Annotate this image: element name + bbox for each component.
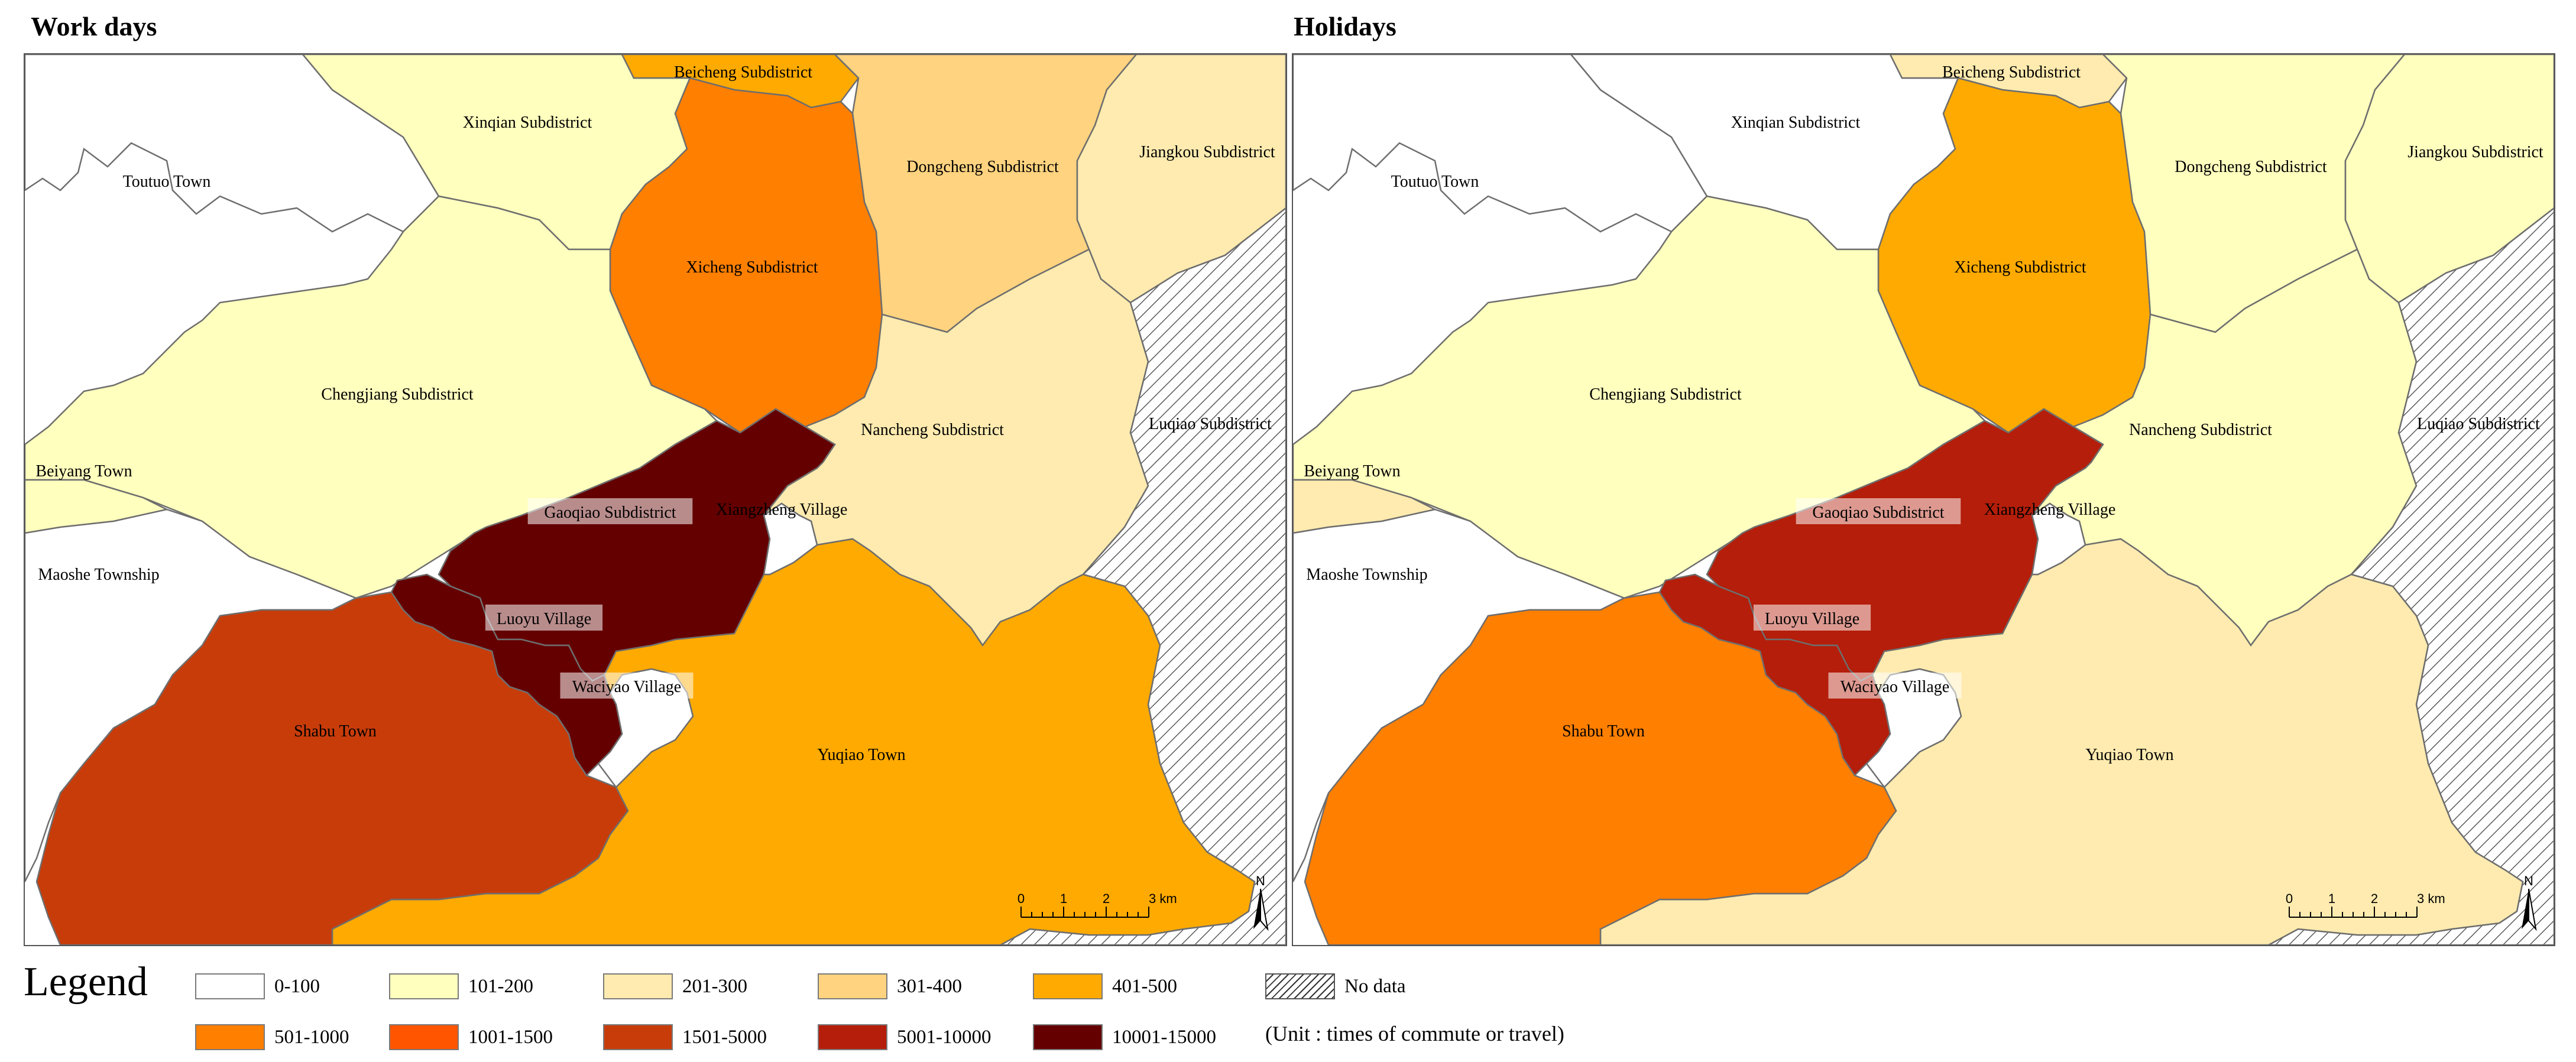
north-arrow-label: N: [1256, 873, 1265, 888]
scale-bar-tick-label: 2: [2371, 891, 2378, 906]
scale-bar-tick-label: 2: [1103, 891, 1110, 906]
place-label-beicheng: Beicheng Subdistrict: [1942, 63, 2081, 82]
place-label-jiangkou: Jiangkou Subdistrict: [1139, 143, 1275, 161]
place-label-toutuo: Toutuo Town: [123, 173, 211, 191]
legend-item: 501-1000: [195, 1024, 349, 1050]
label-box: [527, 498, 693, 524]
legend-label: 101-200: [468, 975, 533, 997]
legend-item: 10001-15000: [1033, 1024, 1216, 1050]
place-label-xinqian: Xinqian Subdistrict: [463, 113, 592, 132]
place-label-xiangzheng: Xiangzheng Village: [716, 501, 848, 519]
map-svg-workdays: Toutuo Town Xinqian Subdistrict Beicheng S…: [25, 54, 1286, 945]
legend-swatch: [195, 973, 265, 999]
legend-label: 301-400: [897, 975, 962, 997]
label-box: [485, 605, 603, 631]
legend-swatch: [1033, 1024, 1103, 1050]
scale-bar: 0 1 2 3 km: [2286, 891, 2445, 918]
label-box: [560, 673, 694, 699]
legend-title: Legend: [24, 959, 148, 1005]
legend-item: 101-200: [389, 973, 533, 999]
unit-note: (Unit : times of commute or travel): [1265, 1022, 1564, 1045]
map-svg-holidays: Toutuo Town Xinqian Subdistrict Beicheng S…: [1293, 54, 2554, 945]
legend-label: 501-1000: [274, 1026, 349, 1048]
place-label-nancheng: Nancheng Subdistrict: [2129, 421, 2272, 439]
region-xiangzheng[interactable]: [763, 502, 818, 576]
place-label-xinqian: Xinqian Subdistrict: [1731, 113, 1861, 132]
legend-item: 5001-10000: [818, 1024, 991, 1050]
panel-title-holidays: Holidays: [1294, 11, 1396, 41]
place-label-beiyang: Beiyang Town: [35, 462, 132, 480]
place-label-luqiao: Luqiao Subdistrict: [2417, 415, 2540, 433]
place-label-waciyao: Waciyao Village: [572, 678, 681, 696]
north-arrow-icon: N: [1253, 873, 1269, 931]
map-holidays[interactable]: Toutuo Town Xinqian Subdistrict Beicheng S…: [1292, 53, 2555, 946]
scale-bar: 0 1 2 3 km: [1018, 891, 1177, 918]
north-arrow-icon: N: [2522, 873, 2537, 931]
legend-item: 0-100: [195, 973, 320, 999]
place-label-beiyang: Beiyang Town: [1304, 462, 1400, 480]
legend-label: 0-100: [274, 975, 320, 997]
legend-label: 401-500: [1112, 975, 1177, 997]
scale-bar-tick-label: 0: [2286, 891, 2293, 906]
legend-label: No data: [1344, 975, 1406, 997]
place-label-xicheng: Xicheng Subdistrict: [686, 258, 818, 277]
legend-label: 5001-10000: [897, 1026, 991, 1048]
place-label-yuqiao: Yuqiao Town: [817, 746, 905, 764]
north-arrow-label: N: [2524, 873, 2533, 888]
place-label-waciyao: Waciyao Village: [1841, 678, 1949, 696]
legend-swatch: [603, 973, 673, 999]
legend-label: 201-300: [682, 975, 747, 997]
no-data-hatch-icon: [1265, 973, 1335, 999]
place-label-nancheng: Nancheng Subdistrict: [861, 421, 1004, 439]
scale-bar-tick-label: 1: [1060, 891, 1067, 906]
place-label-xicheng: Xicheng Subdistrict: [1954, 258, 2086, 277]
place-label-luqiao: Luqiao Subdistrict: [1149, 415, 1272, 433]
legend-item: 1001-1500: [389, 1024, 553, 1050]
place-label-chengjiang: Chengjiang Subdistrict: [1589, 385, 1742, 404]
place-label-toutuo: Toutuo Town: [1391, 173, 1479, 191]
place-label-xiangzheng: Xiangzheng Village: [1984, 501, 2116, 519]
place-label-dongcheng: Dongcheng Subdistrict: [906, 158, 1059, 176]
legend-label: 1501-5000: [682, 1026, 767, 1048]
legend-swatch: [389, 1024, 459, 1050]
place-label-shabu: Shabu Town: [1562, 722, 1645, 741]
label-box: [1828, 673, 1962, 699]
region-xiangzheng[interactable]: [2031, 502, 2086, 576]
place-label-gaoqiao: Gaoqiao Subdistrict: [544, 504, 676, 522]
legend-item-no-data: No data: [1265, 973, 1406, 999]
legend-item: 301-400: [818, 973, 962, 999]
legend-item: 201-300: [603, 973, 747, 999]
legend-swatch: [1033, 973, 1103, 999]
map-workdays[interactable]: Toutuo Town Xinqian Subdistrict Beicheng S…: [24, 53, 1287, 946]
label-box: [1796, 498, 1961, 524]
region-luoyu[interactable]: [390, 573, 623, 777]
place-label-maoshe: Maoshe Township: [1306, 566, 1427, 584]
place-label-yuqiao: Yuqiao Town: [2085, 746, 2173, 764]
place-label-beicheng: Beicheng Subdistrict: [674, 63, 812, 82]
place-label-jiangkou: Jiangkou Subdistrict: [2407, 143, 2543, 161]
place-label-gaoqiao: Gaoqiao Subdistrict: [1812, 504, 1944, 522]
legend-label: 10001-15000: [1112, 1026, 1216, 1048]
region-luoyu[interactable]: [1658, 573, 1891, 777]
scale-bar-tick-label: 3 km: [1149, 891, 1177, 906]
scale-bar-tick-label: 0: [1018, 891, 1025, 906]
legend-label: 1001-1500: [468, 1026, 553, 1048]
place-label-maoshe: Maoshe Township: [38, 566, 159, 584]
legend-swatch: [389, 973, 459, 999]
place-label-dongcheng: Dongcheng Subdistrict: [2175, 158, 2327, 176]
scale-bar-tick-label: 1: [2328, 891, 2335, 906]
place-label-luoyu: Luoyu Village: [1765, 610, 1859, 628]
scale-bar-tick-label: 3 km: [2417, 891, 2445, 906]
legend-swatch: [818, 973, 887, 999]
place-label-luoyu: Luoyu Village: [497, 610, 591, 628]
label-box: [1753, 605, 1871, 631]
legend-item: 401-500: [1033, 973, 1177, 999]
legend-swatch: [603, 1024, 673, 1050]
place-label-shabu: Shabu Town: [294, 722, 377, 741]
place-label-chengjiang: Chengjiang Subdistrict: [321, 385, 474, 404]
legend-swatch: [195, 1024, 265, 1050]
legend-swatch: [818, 1024, 887, 1050]
panel-title-workdays: Work days: [31, 11, 157, 41]
legend-item: 1501-5000: [603, 1024, 767, 1050]
